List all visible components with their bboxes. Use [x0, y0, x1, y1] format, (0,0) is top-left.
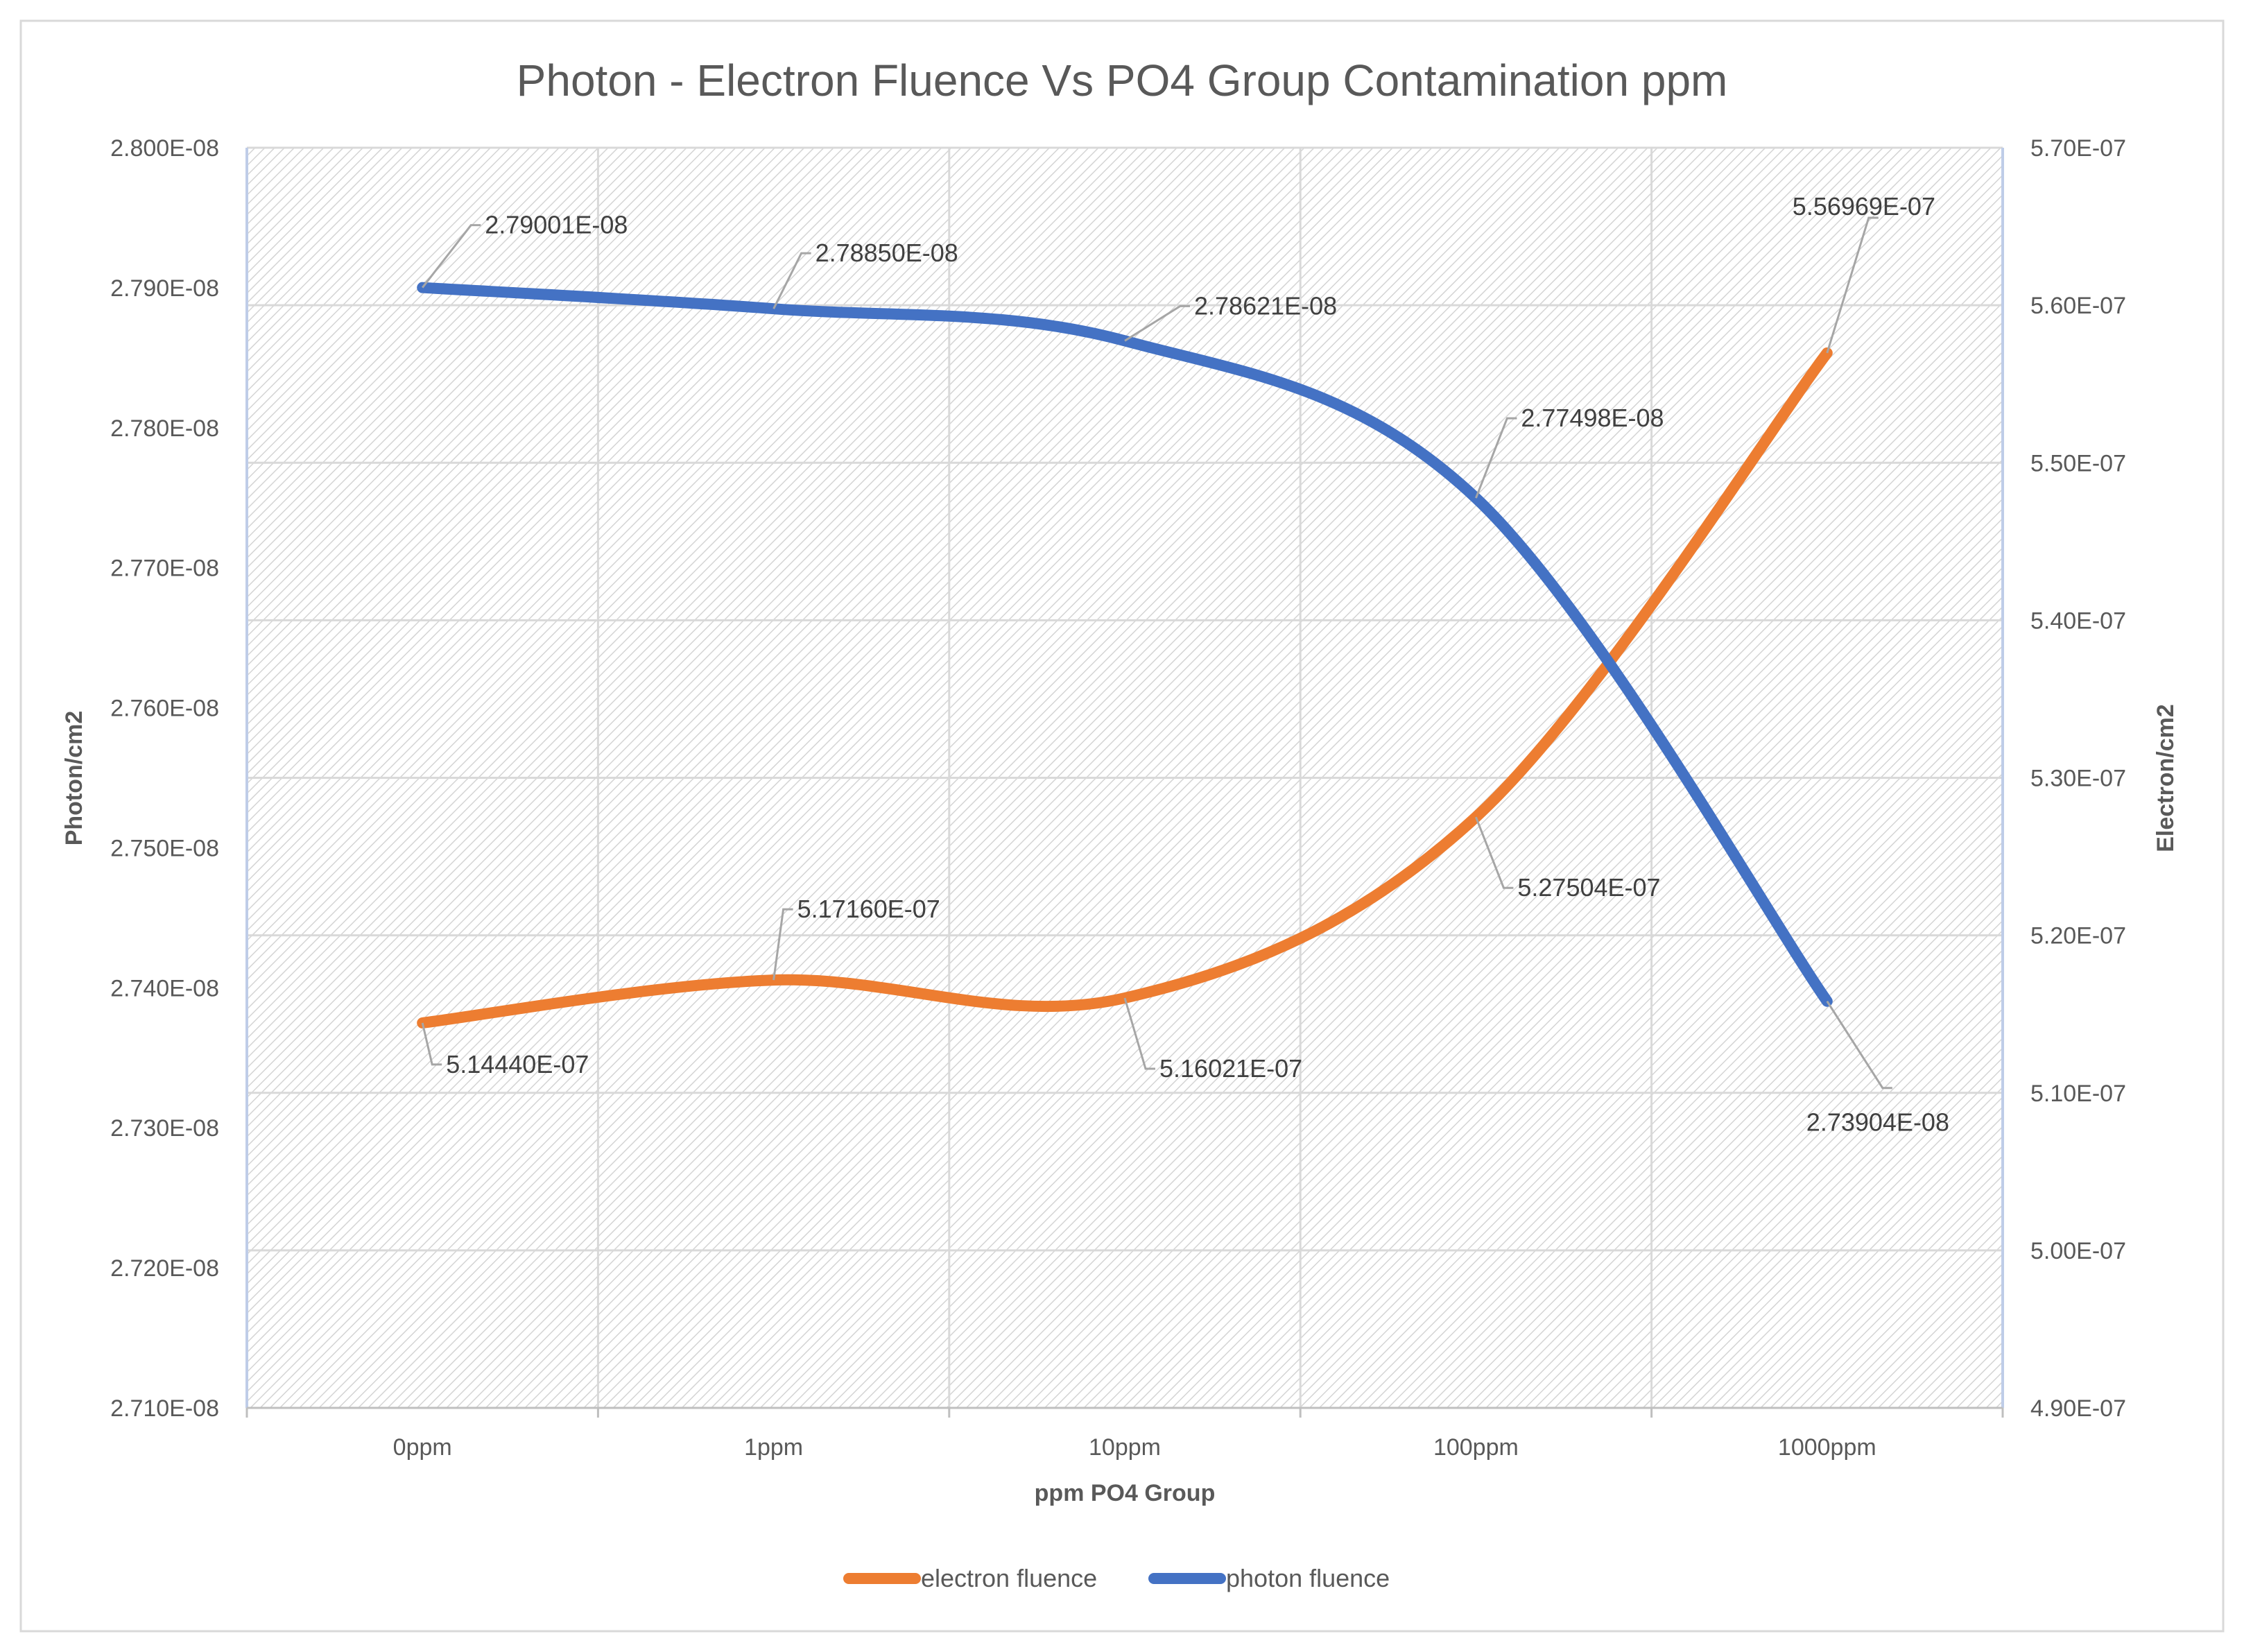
y-axis-right-tick-label: 5.30E-07 — [2030, 766, 2126, 792]
leader-line-electron-fluence — [1123, 997, 1155, 1070]
y-axis-right-tick-label: 4.90E-07 — [2030, 1395, 2126, 1422]
data-label-electron-fluence: 5.14440E-07 — [446, 1050, 589, 1078]
y-axis-left-title: Photon/cm2 — [61, 711, 87, 846]
y-axis-left-tick-label: 2.760E-08 — [110, 696, 219, 722]
leader-line-electron-fluence — [773, 908, 793, 981]
y-axis-left-tick-label: 2.770E-08 — [110, 556, 219, 582]
y-axis-right-tick-label: 5.00E-07 — [2030, 1238, 2126, 1264]
leader-line-electron-fluence — [1475, 816, 1514, 889]
leader-line-electron-fluence — [1826, 216, 1879, 354]
data-label-electron-fluence: 5.27504E-07 — [1517, 873, 1660, 902]
chart-title: Photon - Electron Fluence Vs PO4 Group C… — [517, 55, 1728, 105]
data-label-photon-fluence: 2.73904E-08 — [1806, 1108, 1949, 1137]
x-axis-tick-label: 100ppm — [1433, 1434, 1519, 1461]
x-axis-title: ppm PO4 Group — [1035, 1480, 1216, 1506]
y-axis-left-tick-label: 2.740E-08 — [110, 975, 219, 1001]
y-axis-left-tick-label: 2.800E-08 — [110, 135, 219, 162]
y-axis-right-title: Electron/cm2 — [2152, 704, 2179, 852]
leader-line-photon-fluence — [1124, 304, 1190, 342]
y-axis-right-tick-label: 5.70E-07 — [2030, 135, 2126, 162]
x-axis-tick-label: 0ppm — [393, 1434, 452, 1461]
x-axis-tick-label: 1000ppm — [1778, 1434, 1876, 1461]
y-axis-left-tick-label: 2.720E-08 — [110, 1255, 219, 1282]
leader-line-photon-fluence — [422, 224, 481, 289]
legend-label-electron-fluence: electron fluence — [921, 1564, 1097, 1592]
leader-line-electron-fluence — [421, 1022, 442, 1066]
data-label-electron-fluence: 5.17160E-07 — [797, 895, 940, 923]
legend: electron fluence photon fluence — [843, 1564, 1390, 1592]
y-axis-right-tick-label: 5.40E-07 — [2030, 608, 2126, 634]
series-line-photon-fluence — [417, 282, 1833, 1007]
y-axis-left-tick-label: 2.750E-08 — [110, 835, 219, 861]
data-label-photon-fluence: 2.79001E-08 — [485, 211, 628, 239]
legend-label-photon-fluence: photon fluence — [1226, 1564, 1390, 1592]
y-axis-right-tick-label: 5.20E-07 — [2030, 923, 2126, 949]
data-label-electron-fluence: 5.16021E-07 — [1159, 1054, 1302, 1083]
y-axis-left-tick-label: 2.730E-08 — [110, 1115, 219, 1142]
data-label-photon-fluence: 2.77498E-08 — [1521, 404, 1664, 432]
leader-line-photon-fluence — [1826, 1000, 1892, 1090]
y-axis-right-tick-label: 5.10E-07 — [2030, 1081, 2126, 1107]
series-line-electron-fluence — [417, 347, 1833, 1029]
y-axis-left-tick-label: 2.790E-08 — [110, 275, 219, 302]
x-axis-tick-label: 1ppm — [744, 1434, 803, 1461]
leader-line-photon-fluence — [1475, 417, 1517, 499]
data-label-photon-fluence: 2.78850E-08 — [815, 239, 958, 267]
leader-line-photon-fluence — [773, 252, 811, 309]
y-axis-right-tick-label: 5.50E-07 — [2030, 450, 2126, 476]
x-axis-tick-label: 10ppm — [1089, 1434, 1161, 1461]
y-axis-left-tick-label: 2.780E-08 — [110, 415, 219, 442]
y-axis-left-tick-label: 2.710E-08 — [110, 1395, 219, 1422]
y-axis-right-tick-label: 5.60E-07 — [2030, 293, 2126, 319]
data-label-photon-fluence: 2.78621E-08 — [1194, 291, 1337, 320]
data-label-electron-fluence: 5.56969E-07 — [1793, 192, 1935, 221]
